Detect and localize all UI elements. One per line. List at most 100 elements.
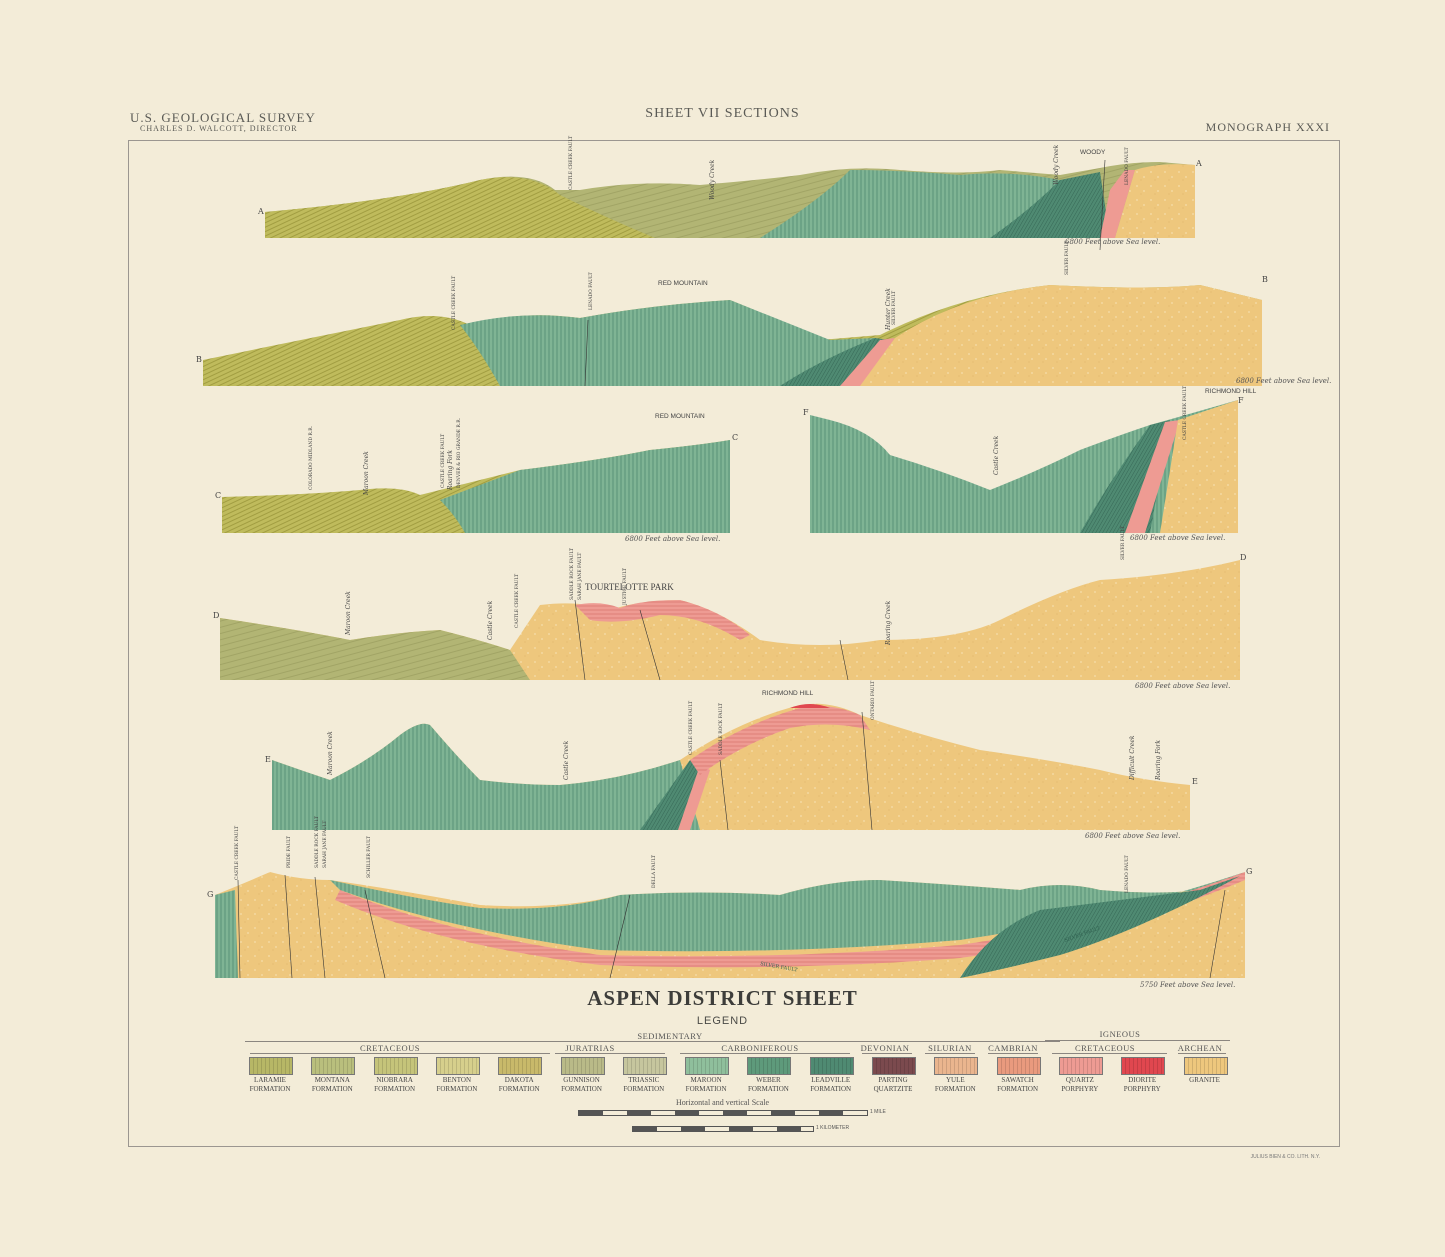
legend-unit-name: MAROON [690,1076,722,1084]
section-a-peak: WOODY [1080,149,1106,156]
section-g-label: DELLA FAULT [651,855,657,888]
scale-bar-miles [578,1110,868,1116]
section-e-end-right: E [1192,777,1198,786]
section-g-label: SARAH JANE FAULT [322,821,328,868]
section-f-label: SILVER FAULT [1120,526,1126,560]
section-a-label: LENADO FAULT [1124,147,1130,185]
legend-swatch [560,1057,605,1075]
legend-group: ARCHEAN [1177,1043,1223,1053]
section-d-end-left: D [213,611,219,620]
legend-unit-type: FORMATION [997,1085,1039,1093]
legend-unit-label: DIORITE PORPHYRY [1110,1076,1174,1094]
legend-swatch [622,1057,667,1075]
legend-unit-type: QUARTZITE [873,1085,913,1093]
section-g: G G 5750 Feet above Sea level. CASTLE CR… [207,816,1252,989]
legend-unit-label: PARTING QUARTZITE [861,1076,925,1094]
scale-bar-kilometers [632,1126,814,1132]
section-c-peak: RED MOUNTAIN [655,413,705,420]
sheet-title: ASPEN DISTRICT SHEET [587,986,858,1010]
section-a-label: CASTLE CREEK FAULT [568,136,574,190]
legend-unit-type: FORMATION [747,1085,789,1093]
legend-unit-label: QUARTZ PORPHYRY [1048,1076,1112,1094]
legend-unit-name: WEBER [756,1076,781,1084]
section-b-peak: RED MOUNTAIN [658,280,708,287]
legend-swatch [996,1057,1041,1075]
legend-unit-type: FORMATION [311,1085,353,1093]
section-f-datum: 6800 Feet above Sea level. [1130,534,1225,542]
survey-title: U.S. GEOLOGICAL SURVEY [130,110,316,125]
legend-unit-label: LEADVILLE FORMATION [799,1076,863,1094]
legend-unit-name: PARTING [878,1076,908,1084]
legend-group: SILURIAN [928,1043,972,1053]
section-a-end-right: A [1195,159,1202,168]
section-a-label: SILVER FAULT [1064,241,1070,275]
legend-swatch [934,1057,979,1075]
legend-unit-name: NIOBRARA [376,1076,413,1084]
legend-swatch [311,1057,356,1075]
legend-swatch [809,1057,854,1075]
section-g-label: SADDLE ROCK FAULT [314,816,320,868]
section-b: B B RED MOUNTAIN 6800 Feet above Sea lev… [196,272,1331,387]
legend-unit-label: YULE FORMATION [923,1076,987,1094]
legend-unit-label: LARAMIE FORMATION [238,1076,302,1094]
section-d-end-right: D [1240,553,1246,562]
legend-swatch [373,1057,418,1075]
section-e-label: Castle Creek [563,740,570,780]
legend-swatch [685,1057,730,1075]
printer-credit: JULIUS BIEN & CO. LITH. N.Y. [1250,1154,1320,1160]
legend-unit-name: GRANITE [1189,1076,1220,1084]
scale-label: Horizontal and vertical Scale [675,1098,770,1107]
section-c-end-right: C [732,433,738,442]
legend-unit-label: WEBER FORMATION [736,1076,800,1094]
section-d-label: SARAH JANE FAULT [577,553,583,600]
section-b-label: LENADO FAULT [588,272,594,310]
section-d-label: Roaring Creek [885,600,892,646]
legend-unit-label: TRIASSIC FORMATION [612,1076,676,1094]
scale-km-label: 1 KILOMETER [816,1125,850,1131]
section-e-label: ONTARIO FAULT [870,681,876,720]
legend-unit-name: YULE [945,1076,965,1084]
legend-unit-type: FORMATION [561,1085,602,1093]
section-g-label: PRIDE FAULT [286,836,292,868]
legend-unit-label: NIOBRARA FORMATION [363,1076,427,1094]
legend-unit-name: QUARTZ [1065,1076,1094,1084]
section-g-end-left: G [207,890,213,899]
section-d-datum: 6800 Feet above Sea level. [1135,682,1230,690]
section-a: A A WOODY 6800 Feet above Sea level. CAS… [257,136,1202,275]
sheet-frame [128,140,1340,1147]
section-a-datum: 6800 Feet above Sea level. [1065,238,1160,246]
legend-unit-name: BENTON [442,1076,472,1084]
section-g-label: LENADO FAULT [1124,855,1130,893]
legend-swatch [1058,1057,1103,1075]
section-b-datum: 6800 Feet above Sea level. [1236,377,1331,385]
legend-group: CAMBRIAN [988,1043,1038,1053]
legend-swatch [1121,1057,1166,1075]
section-b-label: Hunter Creek [885,288,892,331]
legend-unit-name: DAKOTA [504,1076,534,1084]
section-f: F F RICHMOND HILL 6800 Feet above Sea le… [803,386,1257,560]
legend-group: CRETACEOUS [1074,1043,1136,1053]
legend-swatch [435,1057,480,1075]
legend-unit-name: GUNNISON [563,1076,600,1084]
legend-unit-type: FORMATION [685,1085,727,1093]
legend-unit-label: DAKOTA FORMATION [487,1076,551,1094]
legend-unit-name: MONTANA [314,1076,350,1084]
legend-unit-label: GRANITE [1173,1076,1237,1085]
section-b-end-right: B [1262,275,1268,284]
legend-unit-type: FORMATION [498,1085,540,1093]
section-g-end-right: G [1246,867,1252,876]
legend-supergroup: SEDIMENTARY [637,1031,703,1041]
legend-unit-label: SAWATCH FORMATION [986,1076,1050,1094]
legend-swatch [249,1057,293,1075]
legend-unit-label: GUNNISON FORMATION [550,1076,614,1094]
section-e-label: Maroon Creek [327,731,334,776]
legend-unit-type: FORMATION [623,1085,665,1093]
section-d-label: CASTLE CREEK FAULT [514,574,520,628]
legend-swatch [1183,1057,1228,1075]
sheet-heading: SHEET VII SECTIONS [645,106,800,121]
legend-unit-type: FORMATION [810,1085,852,1093]
section-d: D D TOURTELOTTE PARK 6800 Feet above Sea… [213,548,1246,690]
legend-unit-label: MAROON FORMATION [674,1076,738,1094]
